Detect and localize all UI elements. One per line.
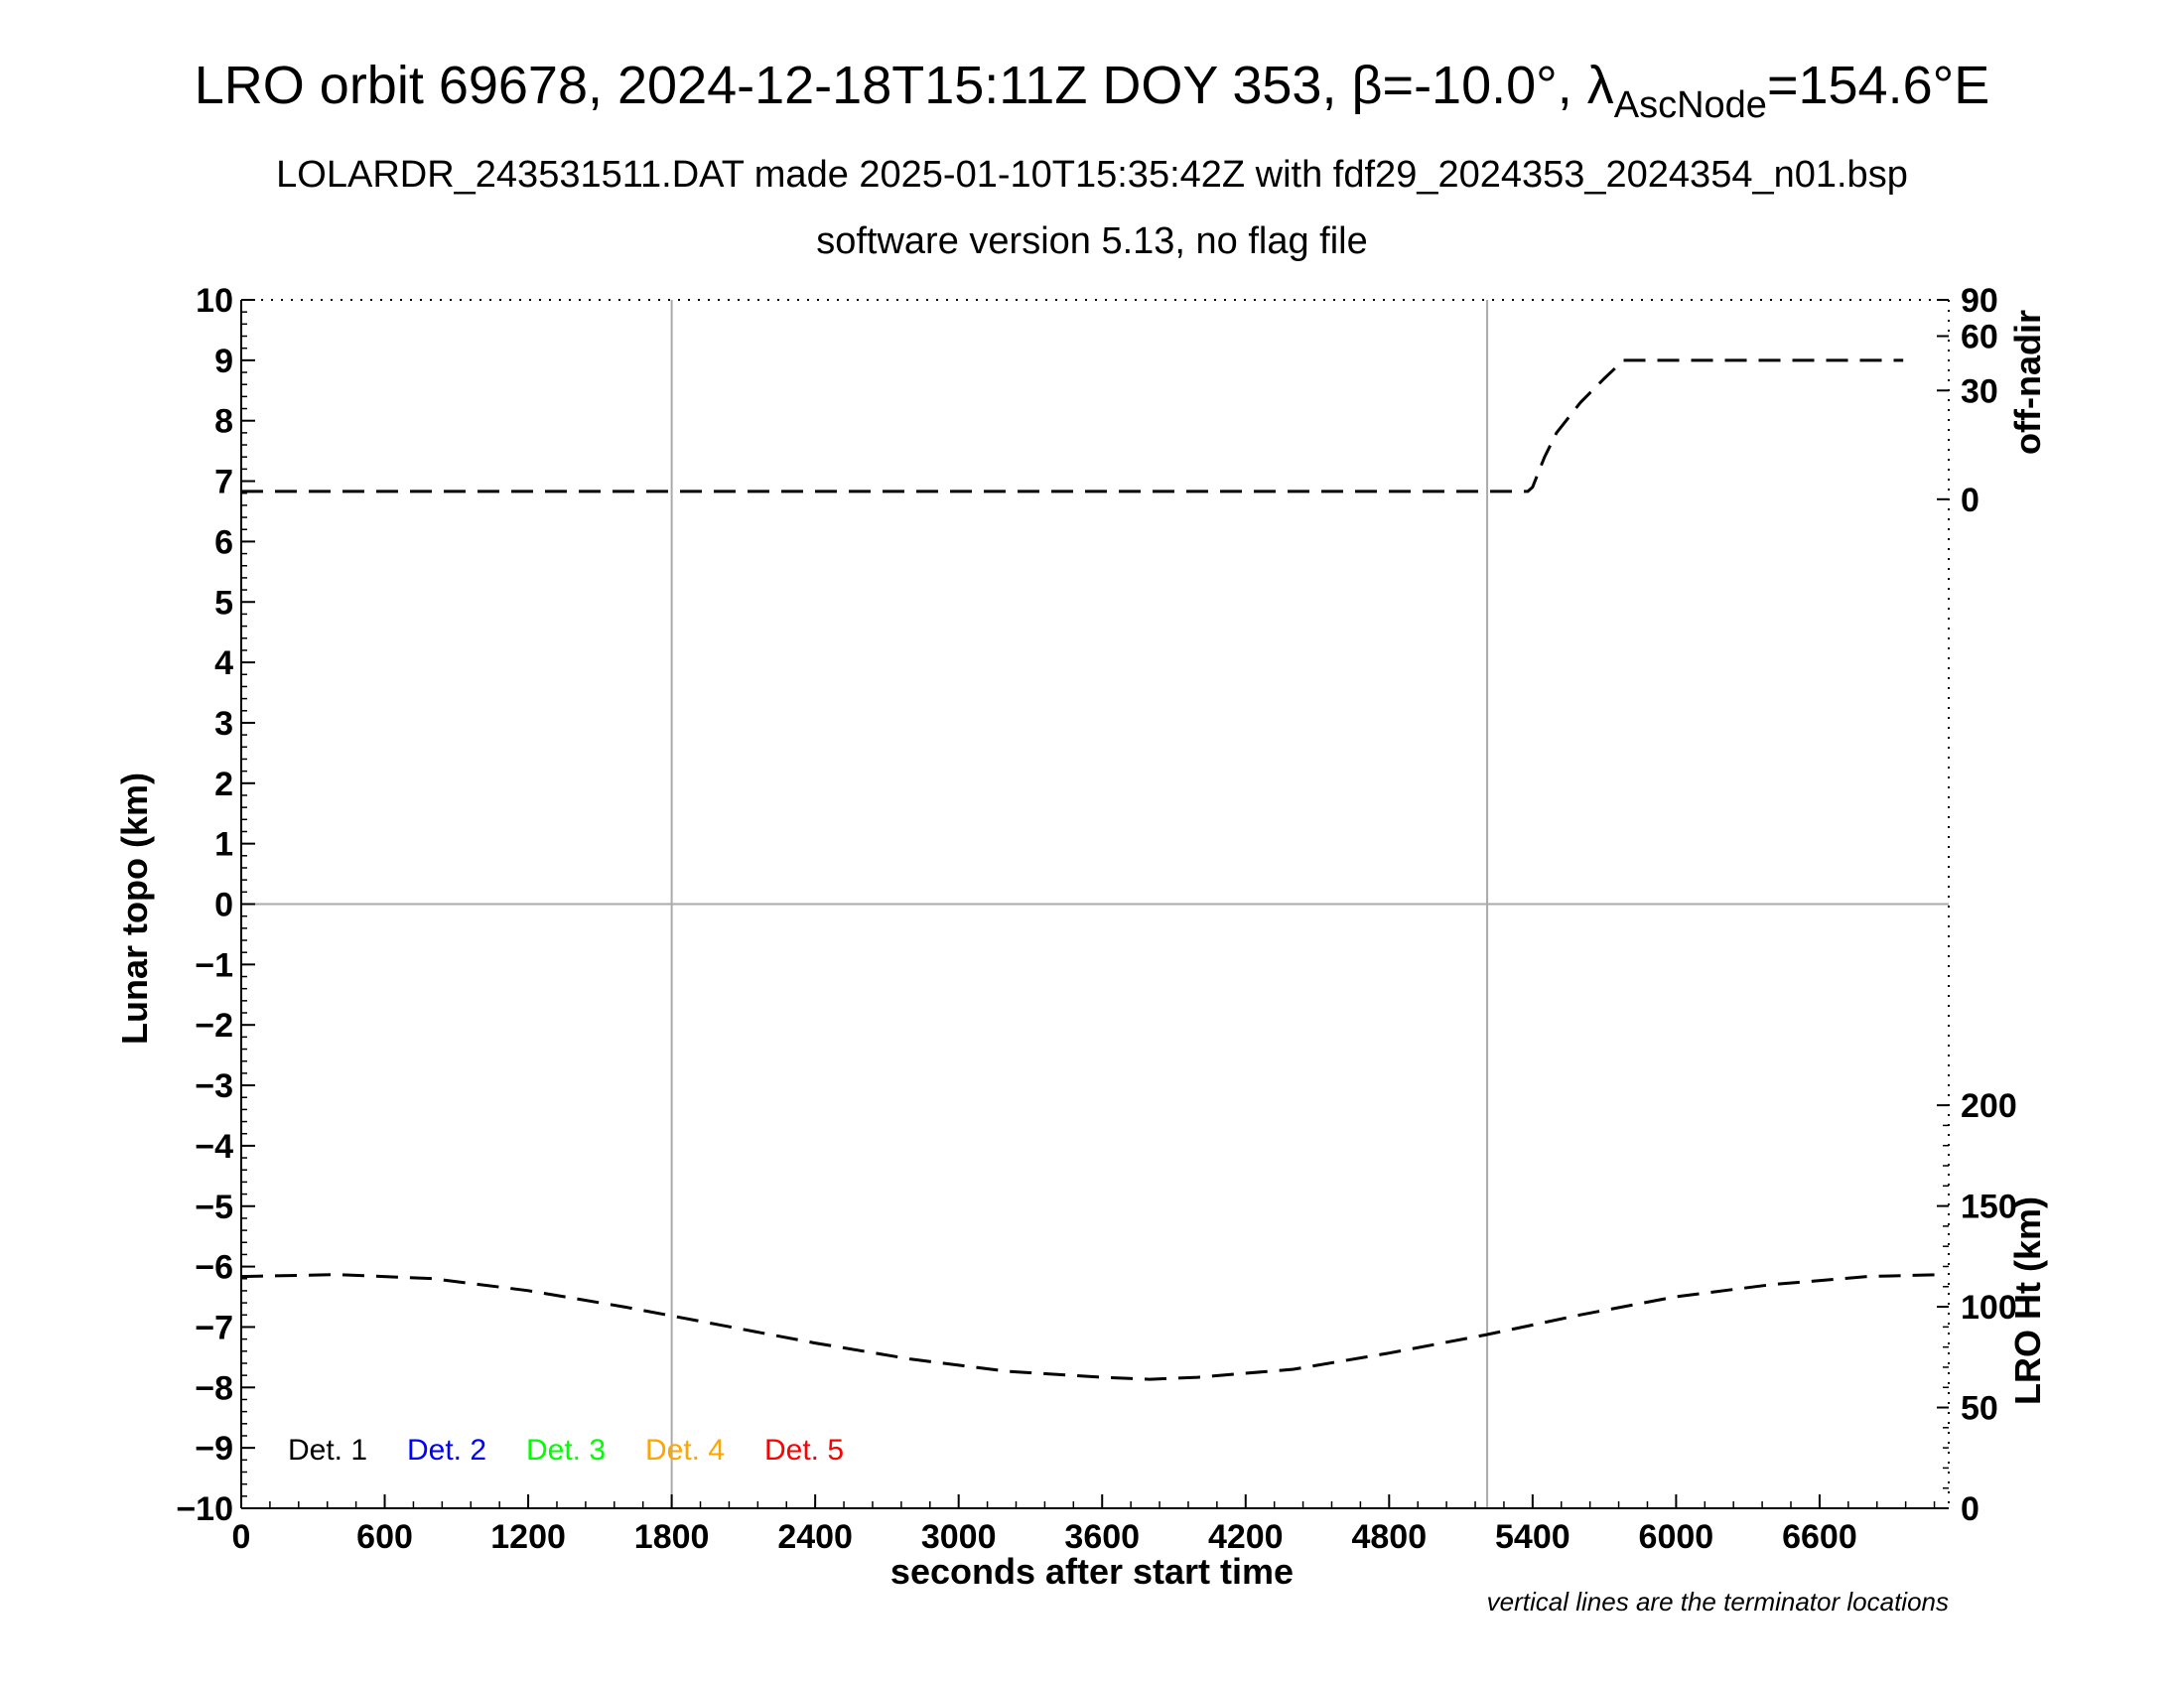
y-tick-label: −10 <box>176 1490 233 1528</box>
offnadir-tick-label: 90 <box>1961 282 1998 320</box>
y-tick-label: 6 <box>214 523 233 561</box>
legend-entry-det4: Det. 4 <box>645 1434 725 1467</box>
x-tick-label: 6600 <box>1782 1518 1857 1556</box>
x-tick-label: 4200 <box>1208 1518 1284 1556</box>
chart-title: LRO orbit 69678, 2024-12-18T15:11Z DOY 3… <box>195 56 1989 126</box>
y-tick-label: 10 <box>196 282 233 320</box>
y-tick-label: −8 <box>195 1369 233 1407</box>
x-tick-label: 2400 <box>777 1518 853 1556</box>
x-tick-label: 3000 <box>921 1518 997 1556</box>
y-tick-label: 9 <box>214 343 233 380</box>
x-tick-label: 4800 <box>1351 1518 1427 1556</box>
x-tick-label: 1200 <box>490 1518 566 1556</box>
offnadir-series-line <box>241 358 1904 493</box>
x-tick-label: 600 <box>356 1518 413 1556</box>
lroht-tick-label: 0 <box>1961 1490 1979 1528</box>
offnadir-tick-label: 30 <box>1961 372 1998 410</box>
y-tick-label: −7 <box>195 1309 233 1346</box>
legend-entry-det1: Det. 1 <box>288 1434 367 1467</box>
lroht-tick-label: 100 <box>1961 1289 2017 1327</box>
x-tick-label: 6000 <box>1639 1518 1714 1556</box>
y-tick-label: −2 <box>195 1007 233 1045</box>
y-tick-label: −3 <box>195 1067 233 1105</box>
lroht-tick-label: 150 <box>1961 1189 2017 1226</box>
lroht-axis-label: LRO Ht (km) <box>2007 1196 2048 1405</box>
y-tick-label: −5 <box>195 1189 233 1226</box>
lroht-series-line <box>240 1273 1945 1381</box>
lroht-tick-label: 50 <box>1961 1390 1998 1428</box>
y-tick-label: 1 <box>214 826 233 864</box>
chart-subtitle-version: software version 5.13, no flag file <box>816 220 1368 262</box>
y-tick-label: 8 <box>214 403 233 441</box>
x-tick-label: 1800 <box>634 1518 710 1556</box>
legend-entry-det2: Det. 2 <box>407 1434 486 1467</box>
y-tick-label: 0 <box>214 887 233 924</box>
y-tick-label: 2 <box>214 766 233 803</box>
y-tick-label: 4 <box>214 644 233 682</box>
y-tick-label: −4 <box>195 1128 233 1166</box>
offnadir-axis-label: off-nadir <box>2007 310 2048 455</box>
lroht-tick-label: 200 <box>1961 1087 2017 1125</box>
offnadir-tick-label: 60 <box>1961 319 1998 356</box>
y-tick-label: −6 <box>195 1249 233 1287</box>
offnadir-tick-label: 0 <box>1961 482 1979 519</box>
chart-subtitle-file: LOLARDR_243531511.DAT made 2025-01-10T15… <box>276 154 1908 196</box>
y-tick-label: 3 <box>214 705 233 743</box>
y-tick-label: 5 <box>214 584 233 622</box>
y-tick-label: −1 <box>195 946 233 984</box>
x-tick-label: 5400 <box>1495 1518 1570 1556</box>
x-tick-label: 3600 <box>1064 1518 1140 1556</box>
legend-entry-det3: Det. 3 <box>526 1434 606 1467</box>
legend-entry-det5: Det. 5 <box>764 1434 844 1467</box>
x-axis-label: seconds after start time <box>890 1551 1294 1592</box>
y-tick-label: 7 <box>214 464 233 501</box>
x-tick-label: 0 <box>232 1518 251 1556</box>
y-axis-label: Lunar topo (km) <box>114 773 155 1045</box>
y-tick-label: −9 <box>195 1430 233 1468</box>
terminator-footnote: vertical lines are the terminator locati… <box>1487 1587 1949 1617</box>
